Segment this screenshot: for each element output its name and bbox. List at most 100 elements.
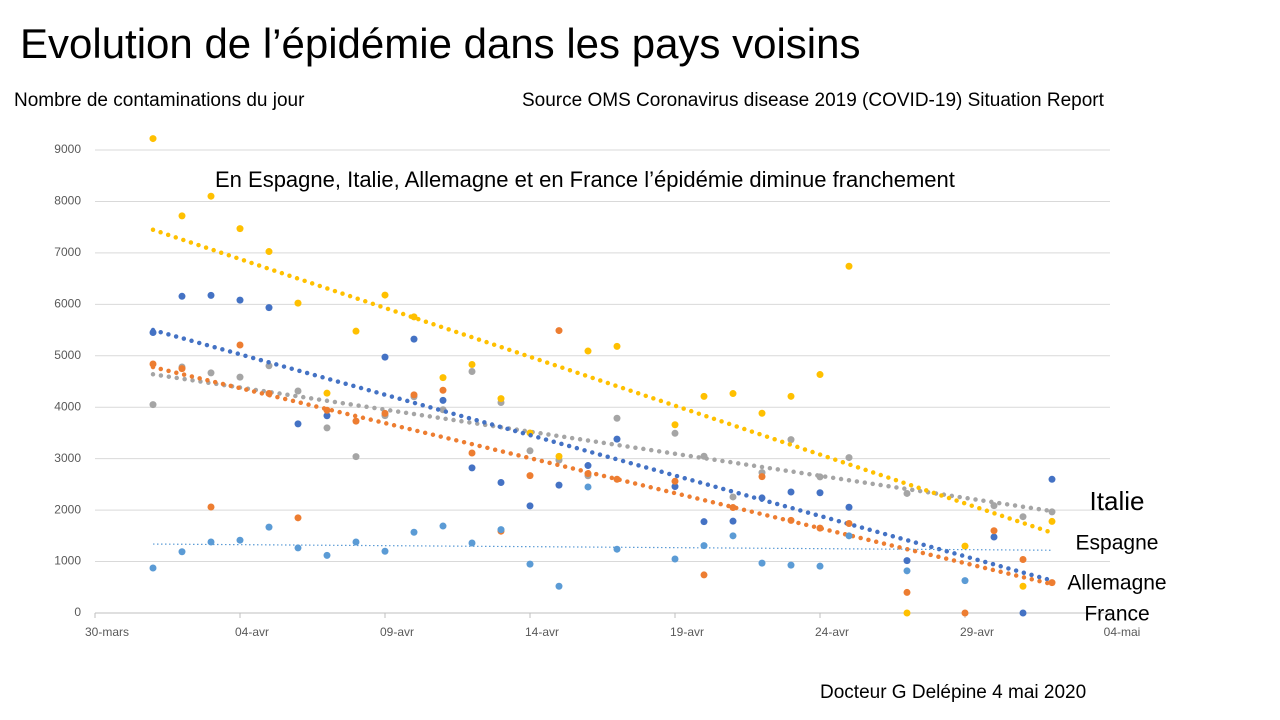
- point: [178, 212, 186, 220]
- legend-label: France: [1084, 603, 1149, 626]
- point: [265, 304, 273, 312]
- x-tick-label: 24-avr: [815, 625, 849, 639]
- point: [816, 489, 824, 497]
- point: [149, 328, 157, 336]
- point: [903, 609, 911, 617]
- point: [1019, 582, 1027, 590]
- point: [787, 561, 795, 569]
- x-tick-label: 19-avr: [670, 625, 704, 639]
- point: [468, 464, 476, 472]
- point: [526, 560, 534, 568]
- point: [671, 477, 679, 485]
- point: [990, 502, 998, 510]
- point: [410, 528, 418, 536]
- point: [497, 395, 505, 403]
- point: [410, 391, 418, 399]
- point: [671, 483, 679, 491]
- point: [410, 335, 418, 343]
- point: [468, 539, 476, 547]
- point: [352, 538, 360, 546]
- point: [497, 478, 505, 486]
- point: [816, 371, 824, 379]
- point: [149, 564, 157, 572]
- point: [468, 368, 476, 376]
- point: [613, 342, 621, 350]
- point: [671, 555, 679, 563]
- point: [294, 544, 302, 552]
- point: [149, 135, 157, 143]
- point: [381, 409, 389, 417]
- point: [352, 417, 360, 425]
- point: [526, 472, 534, 480]
- x-tick-label: 04-mai: [1104, 625, 1141, 639]
- point: [787, 516, 795, 524]
- point: [729, 493, 737, 501]
- trend-line: [150, 372, 1055, 514]
- point: [526, 502, 534, 510]
- point: [816, 473, 824, 481]
- point: [700, 392, 708, 400]
- point: [381, 547, 389, 555]
- point: [845, 519, 853, 527]
- point: [961, 609, 969, 617]
- x-tick-label: 04-avr: [235, 625, 269, 639]
- point: [352, 327, 360, 335]
- point: [903, 557, 911, 565]
- y-axis-label: Nombre de contaminations du jour: [14, 90, 305, 111]
- point: [584, 470, 592, 478]
- point: [961, 577, 969, 585]
- y-tick-label: 5000: [54, 348, 81, 362]
- point: [700, 518, 708, 526]
- footer: Docteur G Delépine 4 mai 2020: [820, 682, 1086, 703]
- point: [178, 548, 186, 556]
- x-tick-label: 14-avr: [525, 625, 559, 639]
- point: [758, 559, 766, 567]
- point: [323, 412, 331, 420]
- point: [787, 436, 795, 444]
- y-tick-label: 4000: [54, 399, 81, 413]
- point: [410, 313, 418, 321]
- point: [903, 567, 911, 575]
- point: [845, 454, 853, 462]
- point: [1019, 513, 1027, 521]
- trend-line: [150, 364, 1055, 587]
- x-tick-label: 30-mars: [85, 625, 129, 639]
- point: [439, 386, 447, 394]
- point: [207, 192, 215, 200]
- point: [294, 420, 302, 428]
- point: [613, 475, 621, 483]
- point: [845, 503, 853, 511]
- point: [265, 248, 273, 256]
- point: [468, 449, 476, 457]
- point: [584, 462, 592, 470]
- point: [294, 299, 302, 307]
- point: [816, 524, 824, 532]
- point: [323, 551, 331, 559]
- point: [207, 369, 215, 377]
- point: [584, 483, 592, 491]
- point: [671, 421, 679, 429]
- point: [236, 296, 244, 304]
- point: [729, 390, 737, 398]
- point: [207, 503, 215, 511]
- point: [497, 526, 505, 534]
- point: [903, 489, 911, 497]
- point: [758, 473, 766, 481]
- legend-label: Allemagne: [1067, 572, 1166, 595]
- point: [149, 360, 157, 368]
- trend-line: [152, 543, 1053, 551]
- point: [381, 291, 389, 299]
- point: [758, 409, 766, 417]
- x-tick-label: 29-avr: [960, 625, 994, 639]
- point: [1048, 508, 1056, 516]
- point: [207, 291, 215, 299]
- point: [468, 361, 476, 369]
- point: [729, 504, 737, 512]
- point: [700, 452, 708, 460]
- point: [671, 429, 679, 437]
- chart-title: Evolution de l’épidémie dans les pays vo…: [20, 20, 860, 67]
- point: [729, 532, 737, 540]
- point: [323, 406, 331, 414]
- point: [323, 389, 331, 397]
- source: Source OMS Coronavirus disease 2019 (COV…: [522, 90, 1105, 111]
